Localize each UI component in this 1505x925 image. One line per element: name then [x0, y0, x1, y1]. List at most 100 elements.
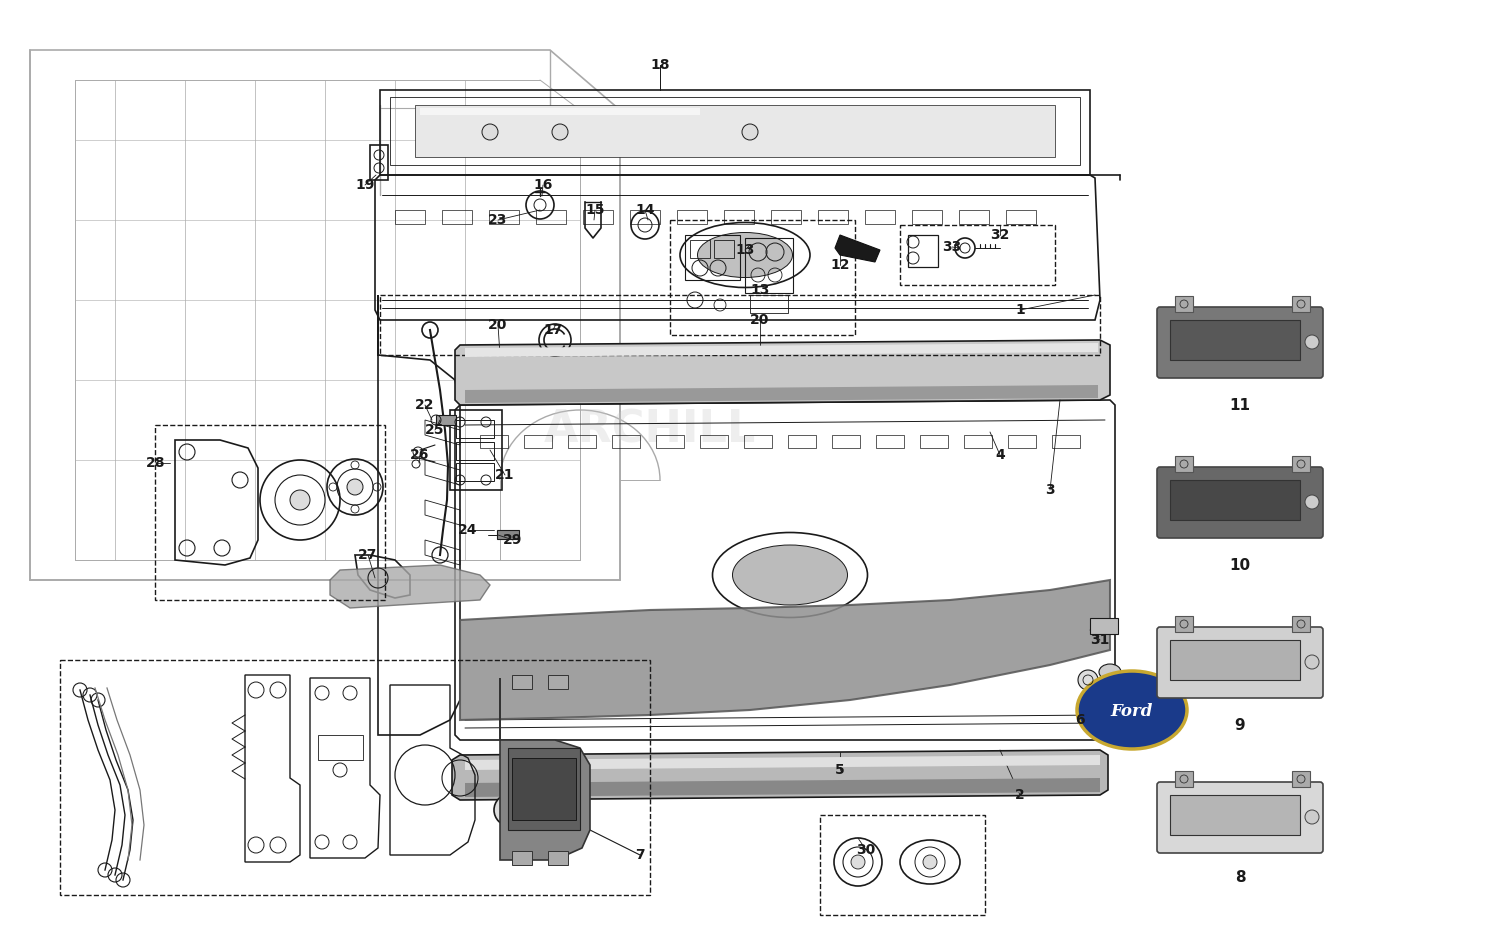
Bar	[1169, 640, 1300, 680]
Text: 8: 8	[1234, 870, 1245, 885]
Text: 30: 30	[856, 843, 876, 857]
Bar	[876, 435, 905, 448]
Bar	[1291, 771, 1309, 787]
Bar	[415, 105, 1055, 157]
Circle shape	[494, 794, 527, 826]
Bar	[670, 220, 855, 335]
Circle shape	[528, 794, 561, 826]
Bar	[920, 435, 948, 448]
Bar	[456, 420, 494, 438]
Bar	[789, 435, 816, 448]
Bar	[456, 463, 494, 481]
Bar	[745, 238, 793, 293]
Circle shape	[552, 124, 567, 140]
Circle shape	[1305, 495, 1318, 509]
Text: Ford: Ford	[1111, 704, 1153, 721]
Text: 25: 25	[426, 423, 445, 437]
Text: 2: 2	[1016, 788, 1025, 802]
Text: 27: 27	[358, 548, 378, 562]
Bar	[1169, 480, 1300, 520]
Circle shape	[1305, 335, 1318, 349]
Text: 18: 18	[650, 58, 670, 72]
Circle shape	[482, 124, 498, 140]
Bar	[959, 210, 989, 224]
Text: 14: 14	[635, 203, 655, 217]
Bar	[318, 735, 363, 760]
Bar	[1005, 210, 1035, 224]
Bar	[908, 235, 938, 267]
Bar	[865, 210, 895, 224]
Text: 10: 10	[1230, 559, 1251, 574]
Bar	[819, 210, 847, 224]
Text: 1: 1	[1016, 303, 1025, 317]
Bar	[656, 435, 683, 448]
Bar	[1175, 771, 1193, 787]
Text: 29: 29	[503, 533, 522, 547]
Bar	[900, 225, 1055, 285]
Bar	[60, 660, 650, 895]
Text: 17: 17	[543, 323, 563, 337]
Polygon shape	[465, 755, 1100, 770]
Bar	[512, 851, 531, 865]
Text: 23: 23	[488, 213, 507, 227]
Polygon shape	[461, 580, 1111, 720]
Bar	[379, 295, 1100, 355]
Bar	[512, 758, 576, 820]
Polygon shape	[330, 565, 491, 608]
Bar	[155, 425, 385, 600]
Ellipse shape	[1099, 664, 1121, 680]
Bar	[689, 240, 710, 258]
Text: 21: 21	[495, 468, 515, 482]
Text: 12: 12	[831, 258, 850, 272]
Text: 31: 31	[1090, 633, 1109, 647]
Bar	[631, 210, 661, 224]
Bar	[1008, 435, 1035, 448]
Bar	[509, 748, 579, 830]
Bar	[536, 210, 566, 224]
Bar	[1169, 795, 1300, 835]
Bar	[713, 240, 734, 258]
Text: 13: 13	[751, 283, 769, 297]
Text: 32: 32	[990, 228, 1010, 242]
Bar	[456, 442, 494, 460]
Circle shape	[348, 479, 363, 495]
FancyBboxPatch shape	[1157, 467, 1323, 538]
Bar	[677, 210, 707, 224]
Bar	[724, 210, 754, 224]
Bar	[582, 210, 613, 224]
Bar	[567, 435, 596, 448]
Bar	[436, 415, 456, 425]
Text: 4: 4	[995, 448, 1005, 462]
Text: 5: 5	[835, 763, 844, 777]
Text: 3: 3	[1044, 483, 1055, 497]
Bar	[489, 210, 519, 224]
Bar	[912, 210, 942, 224]
Text: 26: 26	[411, 448, 430, 462]
Bar	[820, 815, 984, 915]
Bar	[1175, 616, 1193, 632]
Text: 15: 15	[585, 203, 605, 217]
Text: 28: 28	[146, 456, 166, 470]
FancyBboxPatch shape	[1157, 307, 1323, 378]
Bar	[442, 210, 473, 224]
Text: 19: 19	[355, 178, 375, 192]
Bar	[497, 530, 519, 539]
FancyBboxPatch shape	[1157, 782, 1323, 853]
Polygon shape	[452, 750, 1108, 800]
Circle shape	[1078, 670, 1099, 690]
Text: 6: 6	[1075, 713, 1085, 727]
Bar	[370, 145, 388, 180]
Text: 33: 33	[942, 240, 962, 254]
Bar	[743, 435, 772, 448]
Bar	[524, 435, 552, 448]
Circle shape	[1305, 810, 1318, 824]
Bar	[700, 435, 728, 448]
Bar	[1291, 456, 1309, 472]
Bar	[832, 435, 859, 448]
Bar	[548, 851, 567, 865]
Bar	[1291, 296, 1309, 312]
Polygon shape	[500, 678, 590, 860]
Text: 20: 20	[751, 313, 769, 327]
Bar	[1090, 618, 1118, 634]
Ellipse shape	[1078, 671, 1187, 749]
